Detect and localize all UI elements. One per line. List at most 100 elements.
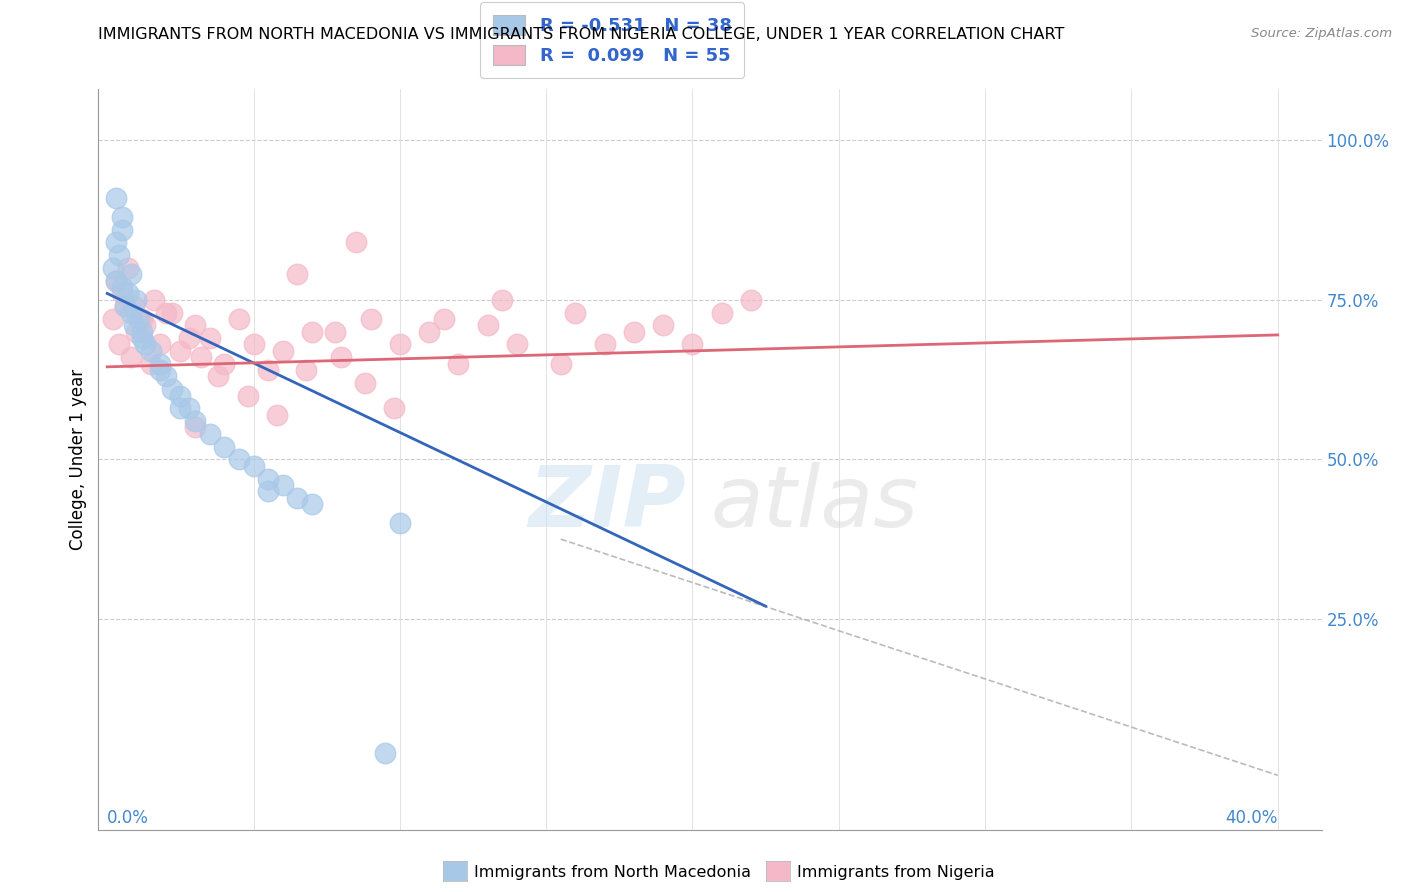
Point <box>271 478 294 492</box>
Point <box>271 343 294 358</box>
Point <box>139 357 162 371</box>
Point <box>287 491 309 505</box>
Point <box>418 325 440 339</box>
Point <box>117 260 139 275</box>
Text: ZIP: ZIP <box>527 462 686 545</box>
Text: 0.0%: 0.0% <box>107 809 149 827</box>
Point <box>149 337 172 351</box>
Point <box>593 337 616 351</box>
Point <box>242 458 264 473</box>
Point <box>149 357 172 371</box>
Text: Immigrants from Nigeria: Immigrants from Nigeria <box>797 865 995 880</box>
Point <box>682 337 704 351</box>
Point <box>117 286 139 301</box>
Point <box>491 293 513 307</box>
Text: Immigrants from North Macedonia: Immigrants from North Macedonia <box>474 865 751 880</box>
Point <box>257 471 280 485</box>
Point <box>120 351 142 365</box>
Point <box>108 337 131 351</box>
Point <box>257 484 280 499</box>
Point <box>447 357 470 371</box>
Point <box>710 305 733 319</box>
Point <box>160 305 183 319</box>
Point <box>125 325 148 339</box>
Point <box>122 318 145 333</box>
Point <box>120 268 142 282</box>
Point <box>652 318 675 333</box>
Point <box>120 305 142 319</box>
Point <box>160 382 183 396</box>
Point <box>228 312 250 326</box>
Point <box>169 343 191 358</box>
Point <box>169 388 191 402</box>
Point <box>101 260 124 275</box>
Point <box>266 408 288 422</box>
Point <box>101 312 124 326</box>
Point <box>104 191 127 205</box>
Point <box>139 343 162 358</box>
Point <box>301 497 323 511</box>
Point <box>236 388 259 402</box>
Point <box>111 210 134 224</box>
Point <box>325 325 347 339</box>
Point <box>353 376 375 390</box>
Point <box>184 414 207 428</box>
Point <box>374 746 396 760</box>
Point <box>179 401 201 416</box>
Point <box>382 401 405 416</box>
Point <box>169 401 191 416</box>
Point <box>257 363 280 377</box>
Point <box>131 331 153 345</box>
Point <box>149 363 172 377</box>
Point <box>131 312 153 326</box>
Legend: R = -0.531   N = 38, R =  0.099   N = 55: R = -0.531 N = 38, R = 0.099 N = 55 <box>479 2 744 78</box>
Point <box>623 325 645 339</box>
Point <box>506 337 529 351</box>
Point <box>198 426 221 441</box>
Point <box>128 312 150 326</box>
Point <box>111 286 134 301</box>
Point <box>550 357 572 371</box>
Point <box>125 293 148 307</box>
Text: 40.0%: 40.0% <box>1226 809 1278 827</box>
Point <box>190 351 212 365</box>
Point <box>143 293 166 307</box>
Point <box>360 312 382 326</box>
Point <box>198 331 221 345</box>
Text: atlas: atlas <box>710 462 918 545</box>
Point <box>155 369 177 384</box>
Point <box>228 452 250 467</box>
Point <box>114 299 136 313</box>
Point <box>104 274 127 288</box>
Point <box>477 318 499 333</box>
Point <box>301 325 323 339</box>
Point <box>207 369 229 384</box>
Point <box>134 318 156 333</box>
Point <box>134 337 156 351</box>
Point <box>287 268 309 282</box>
Point <box>111 280 134 294</box>
Point <box>184 420 207 434</box>
Point <box>155 305 177 319</box>
Point <box>111 222 134 236</box>
Point <box>104 274 127 288</box>
Point <box>122 299 145 313</box>
Text: Source: ZipAtlas.com: Source: ZipAtlas.com <box>1251 27 1392 40</box>
Point <box>242 337 264 351</box>
Point <box>740 293 762 307</box>
Point <box>184 318 207 333</box>
Point <box>179 331 201 345</box>
Point <box>104 235 127 250</box>
Point <box>108 248 131 262</box>
Point <box>330 351 353 365</box>
Point <box>114 299 136 313</box>
Point <box>212 357 235 371</box>
Point <box>295 363 318 377</box>
Point <box>344 235 367 250</box>
Point <box>212 440 235 454</box>
Point <box>388 337 411 351</box>
Point <box>564 305 586 319</box>
Point <box>131 325 153 339</box>
Point <box>388 516 411 531</box>
Y-axis label: College, Under 1 year: College, Under 1 year <box>69 368 87 550</box>
